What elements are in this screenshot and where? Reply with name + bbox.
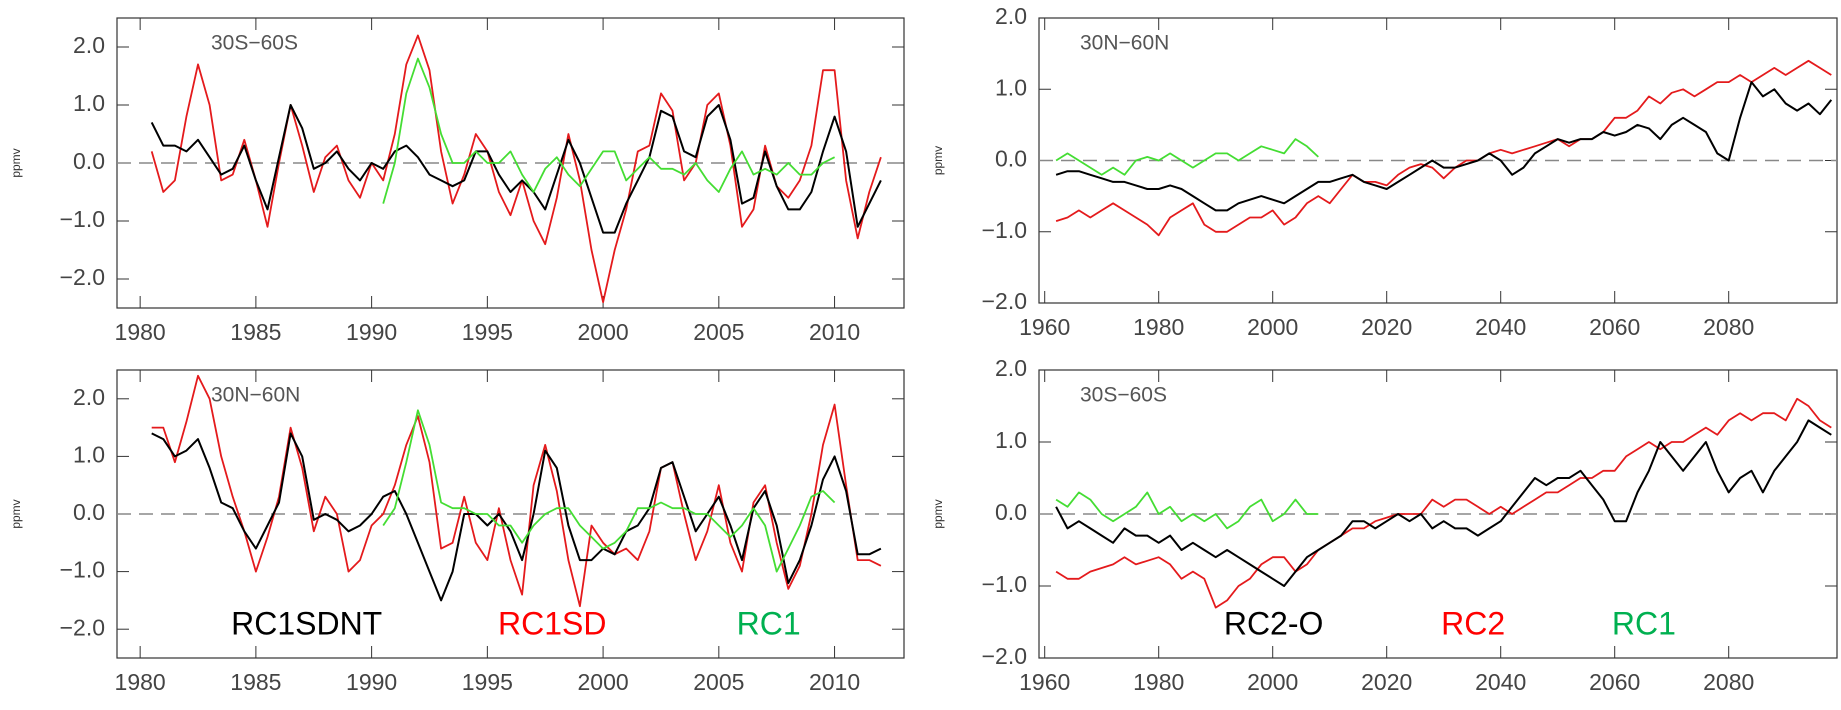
x-tick-label: 1995 (462, 319, 513, 345)
series-line (1055, 419, 1832, 587)
series-line (1055, 397, 1832, 609)
x-tick-label: 2060 (1589, 314, 1640, 340)
panel: −2.0 −1.0 0.0 1.0 2.0 1980 1985 1990 1995 2000 200… (9, 17, 905, 345)
y-axis-label: ppmv (9, 499, 23, 528)
x-tick-label: 2080 (1703, 314, 1754, 340)
y-tick-label: −1.0 (982, 217, 1027, 243)
x-tick-label: 1960 (1019, 314, 1070, 340)
y-tick-label: −2.0 (60, 264, 105, 290)
x-tick-label: 2000 (578, 669, 629, 695)
x-tick-label: 2080 (1703, 669, 1754, 695)
series-line (151, 374, 882, 608)
y-tick-label: 2.0 (73, 384, 105, 410)
series-line (382, 57, 836, 204)
legend-label: RC2-O (1224, 605, 1324, 641)
y-tick-label: −1.0 (60, 206, 105, 232)
panel-title: 30N−60N (1080, 32, 1169, 55)
x-tick-label: 2060 (1589, 669, 1640, 695)
y-tick-label: −2.0 (60, 614, 105, 640)
y-tick-label: 1.0 (73, 441, 105, 467)
x-tick-label: 1990 (346, 669, 397, 695)
y-tick-label: 1.0 (73, 90, 105, 116)
y-axis-label: ppmv (931, 499, 945, 528)
panel-title: 30N−60N (211, 384, 300, 407)
x-tick-label: 2000 (578, 319, 629, 345)
y-tick-label: −2.0 (982, 288, 1027, 314)
y-tick-label: 0.0 (995, 146, 1027, 172)
y-axis-label: ppmv (9, 148, 23, 177)
x-tick-label: 1985 (230, 319, 281, 345)
x-tick-label: 2000 (1247, 669, 1298, 695)
series-line (382, 409, 836, 573)
y-tick-label: 2.0 (995, 355, 1027, 381)
x-tick-label: 2010 (809, 669, 860, 695)
series-line (1055, 59, 1832, 237)
x-tick-label: 1980 (1133, 314, 1184, 340)
x-tick-label: 1995 (462, 669, 513, 695)
panel-title: 30S−60S (211, 32, 298, 55)
legend-label: RC1SD (498, 605, 606, 641)
y-tick-label: 0.0 (73, 148, 105, 174)
series-line (150, 104, 882, 234)
series-line (1055, 491, 1319, 530)
series-line (1055, 81, 1833, 212)
y-tick-label: −2.0 (982, 643, 1027, 669)
series-line (151, 432, 882, 602)
panel-title: 30S−60S (1080, 384, 1167, 407)
y-tick-label: −1.0 (60, 557, 105, 583)
x-tick-label: 1960 (1019, 669, 1070, 695)
y-tick-label: 1.0 (995, 427, 1027, 453)
y-axis-label: ppmv (931, 146, 945, 175)
x-tick-label: 2020 (1361, 669, 1412, 695)
x-tick-label: 2010 (809, 319, 860, 345)
x-tick-label: 2000 (1247, 314, 1298, 340)
panel: −2.0 −1.0 0.0 1.0 2.0 1960 1980 2000 2020 2040 206… (931, 3, 1838, 340)
legend-label: RC1SDNT (231, 605, 382, 641)
y-tick-label: 2.0 (73, 32, 105, 58)
y-tick-label: 2.0 (995, 3, 1027, 29)
legend-label: RC2 (1441, 605, 1505, 641)
x-tick-label: 2005 (693, 669, 744, 695)
x-tick-label: 1980 (1133, 669, 1184, 695)
x-tick-label: 2020 (1361, 314, 1412, 340)
x-tick-label: 1985 (230, 669, 281, 695)
y-tick-label: −1.0 (982, 571, 1027, 597)
series-line (1055, 138, 1319, 176)
x-tick-label: 2005 (693, 319, 744, 345)
x-tick-label: 1990 (346, 319, 397, 345)
x-tick-label: 1980 (115, 319, 166, 345)
x-tick-label: 2040 (1475, 314, 1526, 340)
panel: −2.0 −1.0 0.0 1.0 2.0 1980 1985 1990 1995 2000 200… (9, 369, 905, 695)
legend-label: RC1 (737, 605, 801, 641)
legend-label: RC1 (1612, 605, 1676, 641)
y-tick-label: 1.0 (995, 74, 1027, 100)
x-tick-label: 2040 (1475, 669, 1526, 695)
y-tick-label: 0.0 (995, 499, 1027, 525)
y-tick-label: 0.0 (73, 499, 105, 525)
panel: −2.0 −1.0 0.0 1.0 2.0 1960 1980 2000 2020 2040 206… (931, 355, 1838, 695)
x-tick-label: 1980 (115, 669, 166, 695)
